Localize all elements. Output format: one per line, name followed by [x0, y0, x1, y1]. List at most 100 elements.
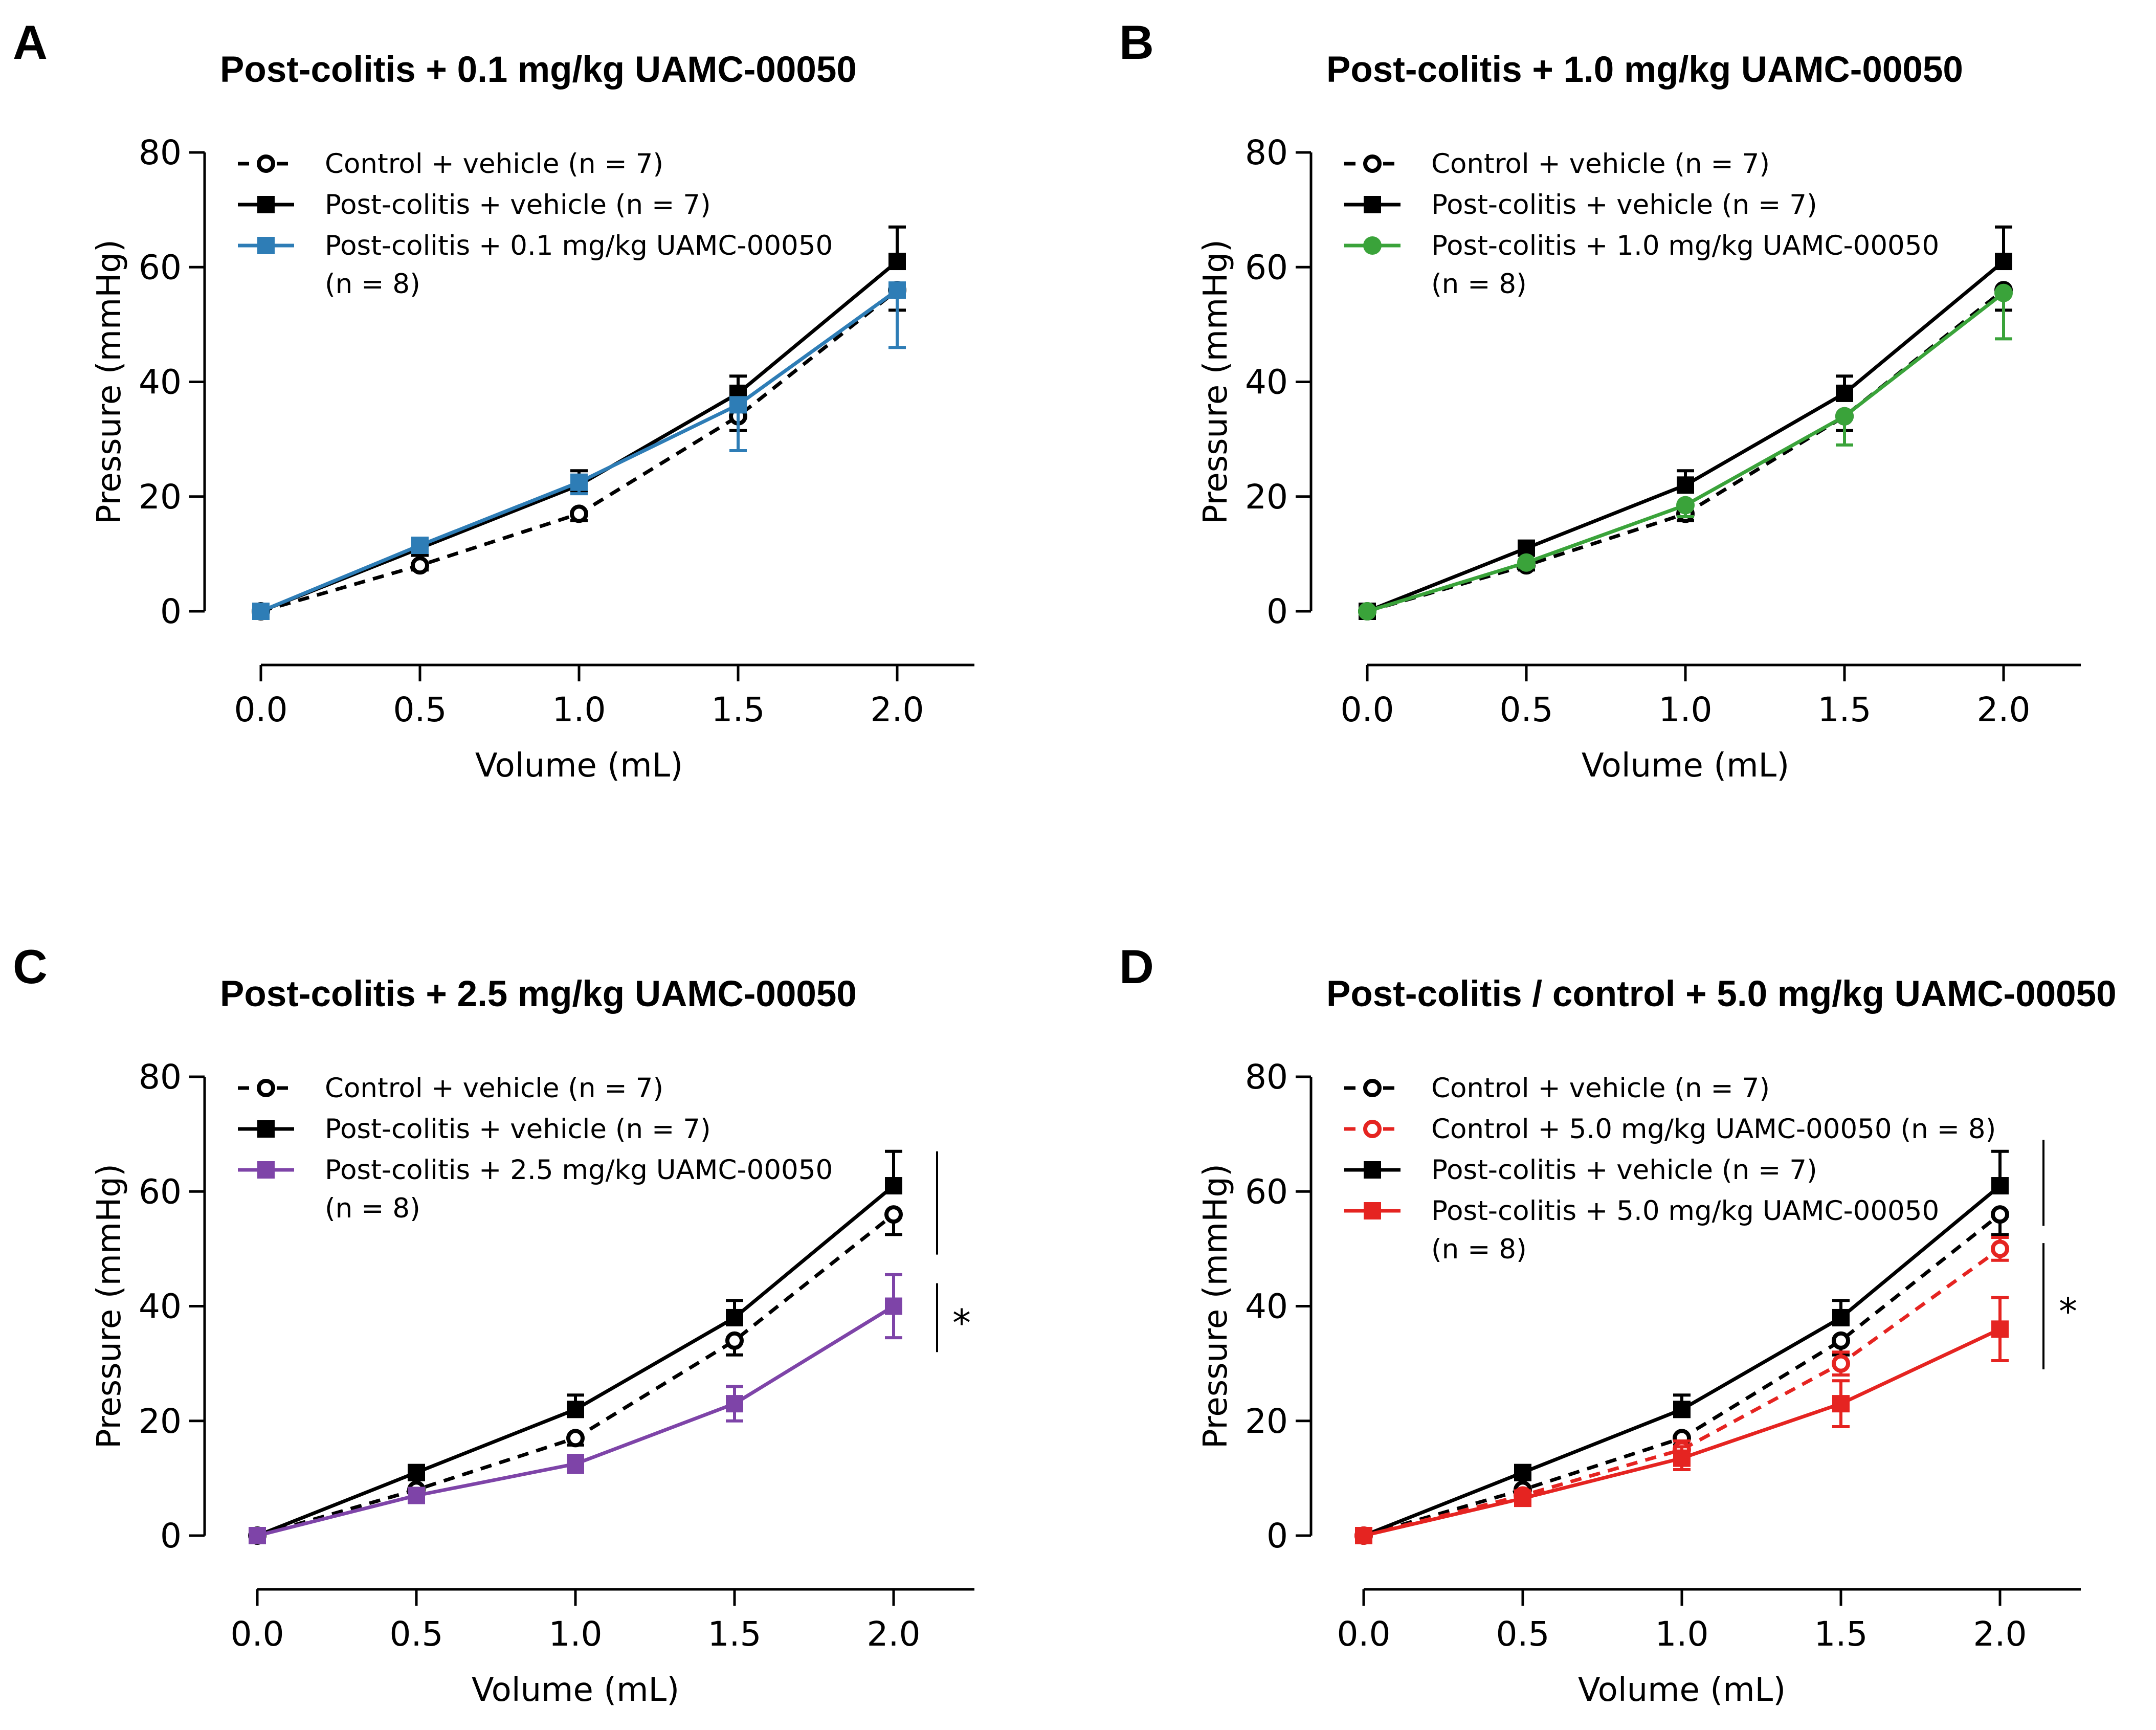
data-point	[1832, 1395, 1850, 1413]
data-point	[726, 1308, 743, 1326]
y-axis-label: Pressure (mmHg)	[1197, 239, 1235, 524]
y-tick-label: 0	[160, 592, 182, 631]
legend-entry-0: Control + vehicle (n = 7)	[1344, 148, 1770, 180]
chart-title: Post-colitis + 2.5 mg/kg UAMC-00050	[220, 974, 857, 1014]
y-axis-label: Pressure (mmHg)	[1197, 1164, 1235, 1449]
data-point	[885, 1297, 902, 1315]
chart-title: Post-colitis / control + 5.0 mg/kg UAMC-…	[1326, 974, 2117, 1014]
data-point	[570, 473, 588, 491]
y-tick-label: 20	[139, 1402, 182, 1441]
legend-label: (n = 8)	[1431, 269, 1527, 300]
x-tick-label: 0.0	[234, 690, 288, 729]
y-tick-label: 60	[1245, 248, 1288, 287]
legend-entry-2: Post-colitis + 0.1 mg/kg UAMC-00050 (n = …	[238, 230, 833, 300]
data-point	[408, 1463, 425, 1481]
x-tick-label: 1.5	[1818, 690, 1872, 729]
data-point	[1673, 1449, 1691, 1467]
y-tick-label: 40	[1245, 363, 1288, 402]
x-tick-label: 1.5	[1814, 1614, 1868, 1654]
legend-swatch-marker	[1363, 1120, 1382, 1138]
x-tick-label: 0.5	[1500, 690, 1553, 729]
legend-swatch-marker	[1364, 1202, 1381, 1219]
y-tick-label: 40	[1245, 1287, 1288, 1326]
data-point	[1994, 283, 2013, 302]
legend-entry-2: Post-colitis + vehicle (n = 7)	[1344, 1155, 1817, 1186]
data-point	[566, 1429, 585, 1448]
panel-letter: D	[1119, 940, 1154, 993]
x-tick-label: 1.0	[1659, 690, 1713, 729]
y-tick-label: 80	[1245, 133, 1288, 172]
data-point	[411, 556, 429, 575]
legend-swatch-marker	[1363, 154, 1382, 173]
x-axis-label: Volume (mL)	[1578, 1671, 1786, 1709]
data-point	[726, 1395, 743, 1413]
legend-label: (n = 8)	[325, 1193, 420, 1224]
y-tick-label: 60	[139, 248, 182, 287]
data-point	[1677, 476, 1694, 494]
panel-d: D Post-colitis / control + 5.0 mg/kg UAMC…	[1119, 940, 2117, 1709]
x-tick-label: 0.5	[393, 690, 447, 729]
x-tick-label: 2.0	[1973, 1614, 2027, 1654]
x-axis-label: Volume (mL)	[472, 1671, 679, 1709]
legend-label: (n = 8)	[1431, 1234, 1527, 1265]
x-tick-label: 2.0	[871, 690, 924, 729]
data-point	[252, 603, 270, 620]
y-tick-label: 40	[139, 363, 182, 402]
legend-entry-2: Post-colitis + 1.0 mg/kg UAMC-00050 (n = …	[1344, 230, 1939, 300]
legend-entry-1: Post-colitis + vehicle (n = 7)	[238, 189, 711, 220]
legend-swatch-marker	[1363, 236, 1382, 255]
x-tick-label: 1.0	[1655, 1614, 1709, 1654]
legend-swatch-marker	[257, 196, 275, 213]
panel-letter: A	[13, 15, 48, 69]
x-axis-label: Volume (mL)	[1582, 747, 1789, 785]
data-point	[567, 1401, 584, 1418]
legend-swatch-marker	[1364, 1161, 1381, 1179]
data-point	[884, 1205, 903, 1224]
legend-swatch-marker	[257, 237, 275, 254]
legend-label: Post-colitis + vehicle (n = 7)	[1431, 189, 1817, 220]
legend-label: Control + vehicle (n = 7)	[1431, 1073, 1770, 1104]
legend-label: Post-colitis + vehicle (n = 7)	[1431, 1155, 1817, 1186]
x-tick-label: 0.5	[1496, 1614, 1550, 1654]
legend-swatch-marker	[257, 1120, 275, 1138]
x-tick-label: 0.0	[231, 1614, 284, 1654]
data-point	[1995, 253, 2012, 271]
data-point	[1358, 602, 1376, 620]
significance-label: *	[952, 1301, 971, 1344]
data-point	[408, 1487, 425, 1504]
y-tick-label: 80	[139, 1057, 182, 1097]
series-2	[249, 1273, 902, 1544]
legend-entry-2: Post-colitis + 2.5 mg/kg UAMC-00050 (n = …	[238, 1155, 833, 1224]
y-tick-label: 20	[139, 477, 182, 517]
legend-entry-1: Control + 5.0 mg/kg UAMC-00050 (n = 8)	[1344, 1114, 1996, 1145]
y-tick-label: 80	[1245, 1057, 1288, 1097]
panel-b: B Post-colitis + 1.0 mg/kg UAMC-00050 0 20 4…	[1119, 15, 2081, 785]
legend-entry-1: Post-colitis + vehicle (n = 7)	[1344, 189, 1817, 220]
legend-swatch-marker	[1363, 1079, 1382, 1097]
legend-label: Control + vehicle (n = 7)	[325, 148, 663, 180]
legend-label: Control + vehicle (n = 7)	[325, 1073, 663, 1104]
series-line	[1366, 260, 2005, 613]
data-point	[1835, 407, 1854, 426]
legend-swatch-marker	[257, 154, 275, 173]
data-point	[249, 1527, 266, 1544]
panel-letter: C	[13, 940, 48, 993]
legend-label: Post-colitis + 5.0 mg/kg UAMC-00050	[1431, 1195, 1939, 1227]
data-point	[888, 253, 906, 271]
panel-a: A Post-colitis + 0.1 mg/kg UAMC-00050 0 20 4…	[13, 15, 974, 785]
data-point	[1514, 1490, 1531, 1507]
x-tick-label: 2.0	[1977, 690, 2031, 729]
legend-label: Post-colitis + 0.1 mg/kg UAMC-00050	[325, 230, 833, 261]
x-tick-label: 0.5	[390, 1614, 443, 1654]
legend-label: Post-colitis + 2.5 mg/kg UAMC-00050	[325, 1155, 833, 1186]
legend-swatch-marker	[257, 1079, 275, 1097]
y-tick-label: 60	[139, 1172, 182, 1211]
y-tick-label: 40	[139, 1287, 182, 1326]
x-tick-label: 0.0	[1341, 690, 1394, 729]
data-point	[885, 1177, 902, 1195]
series-line	[1363, 1247, 2002, 1538]
y-tick-label: 20	[1245, 477, 1288, 517]
legend-swatch-marker	[257, 1161, 275, 1179]
legend-entry-0: Control + vehicle (n = 7)	[1344, 1073, 1770, 1104]
series-line	[260, 260, 899, 613]
